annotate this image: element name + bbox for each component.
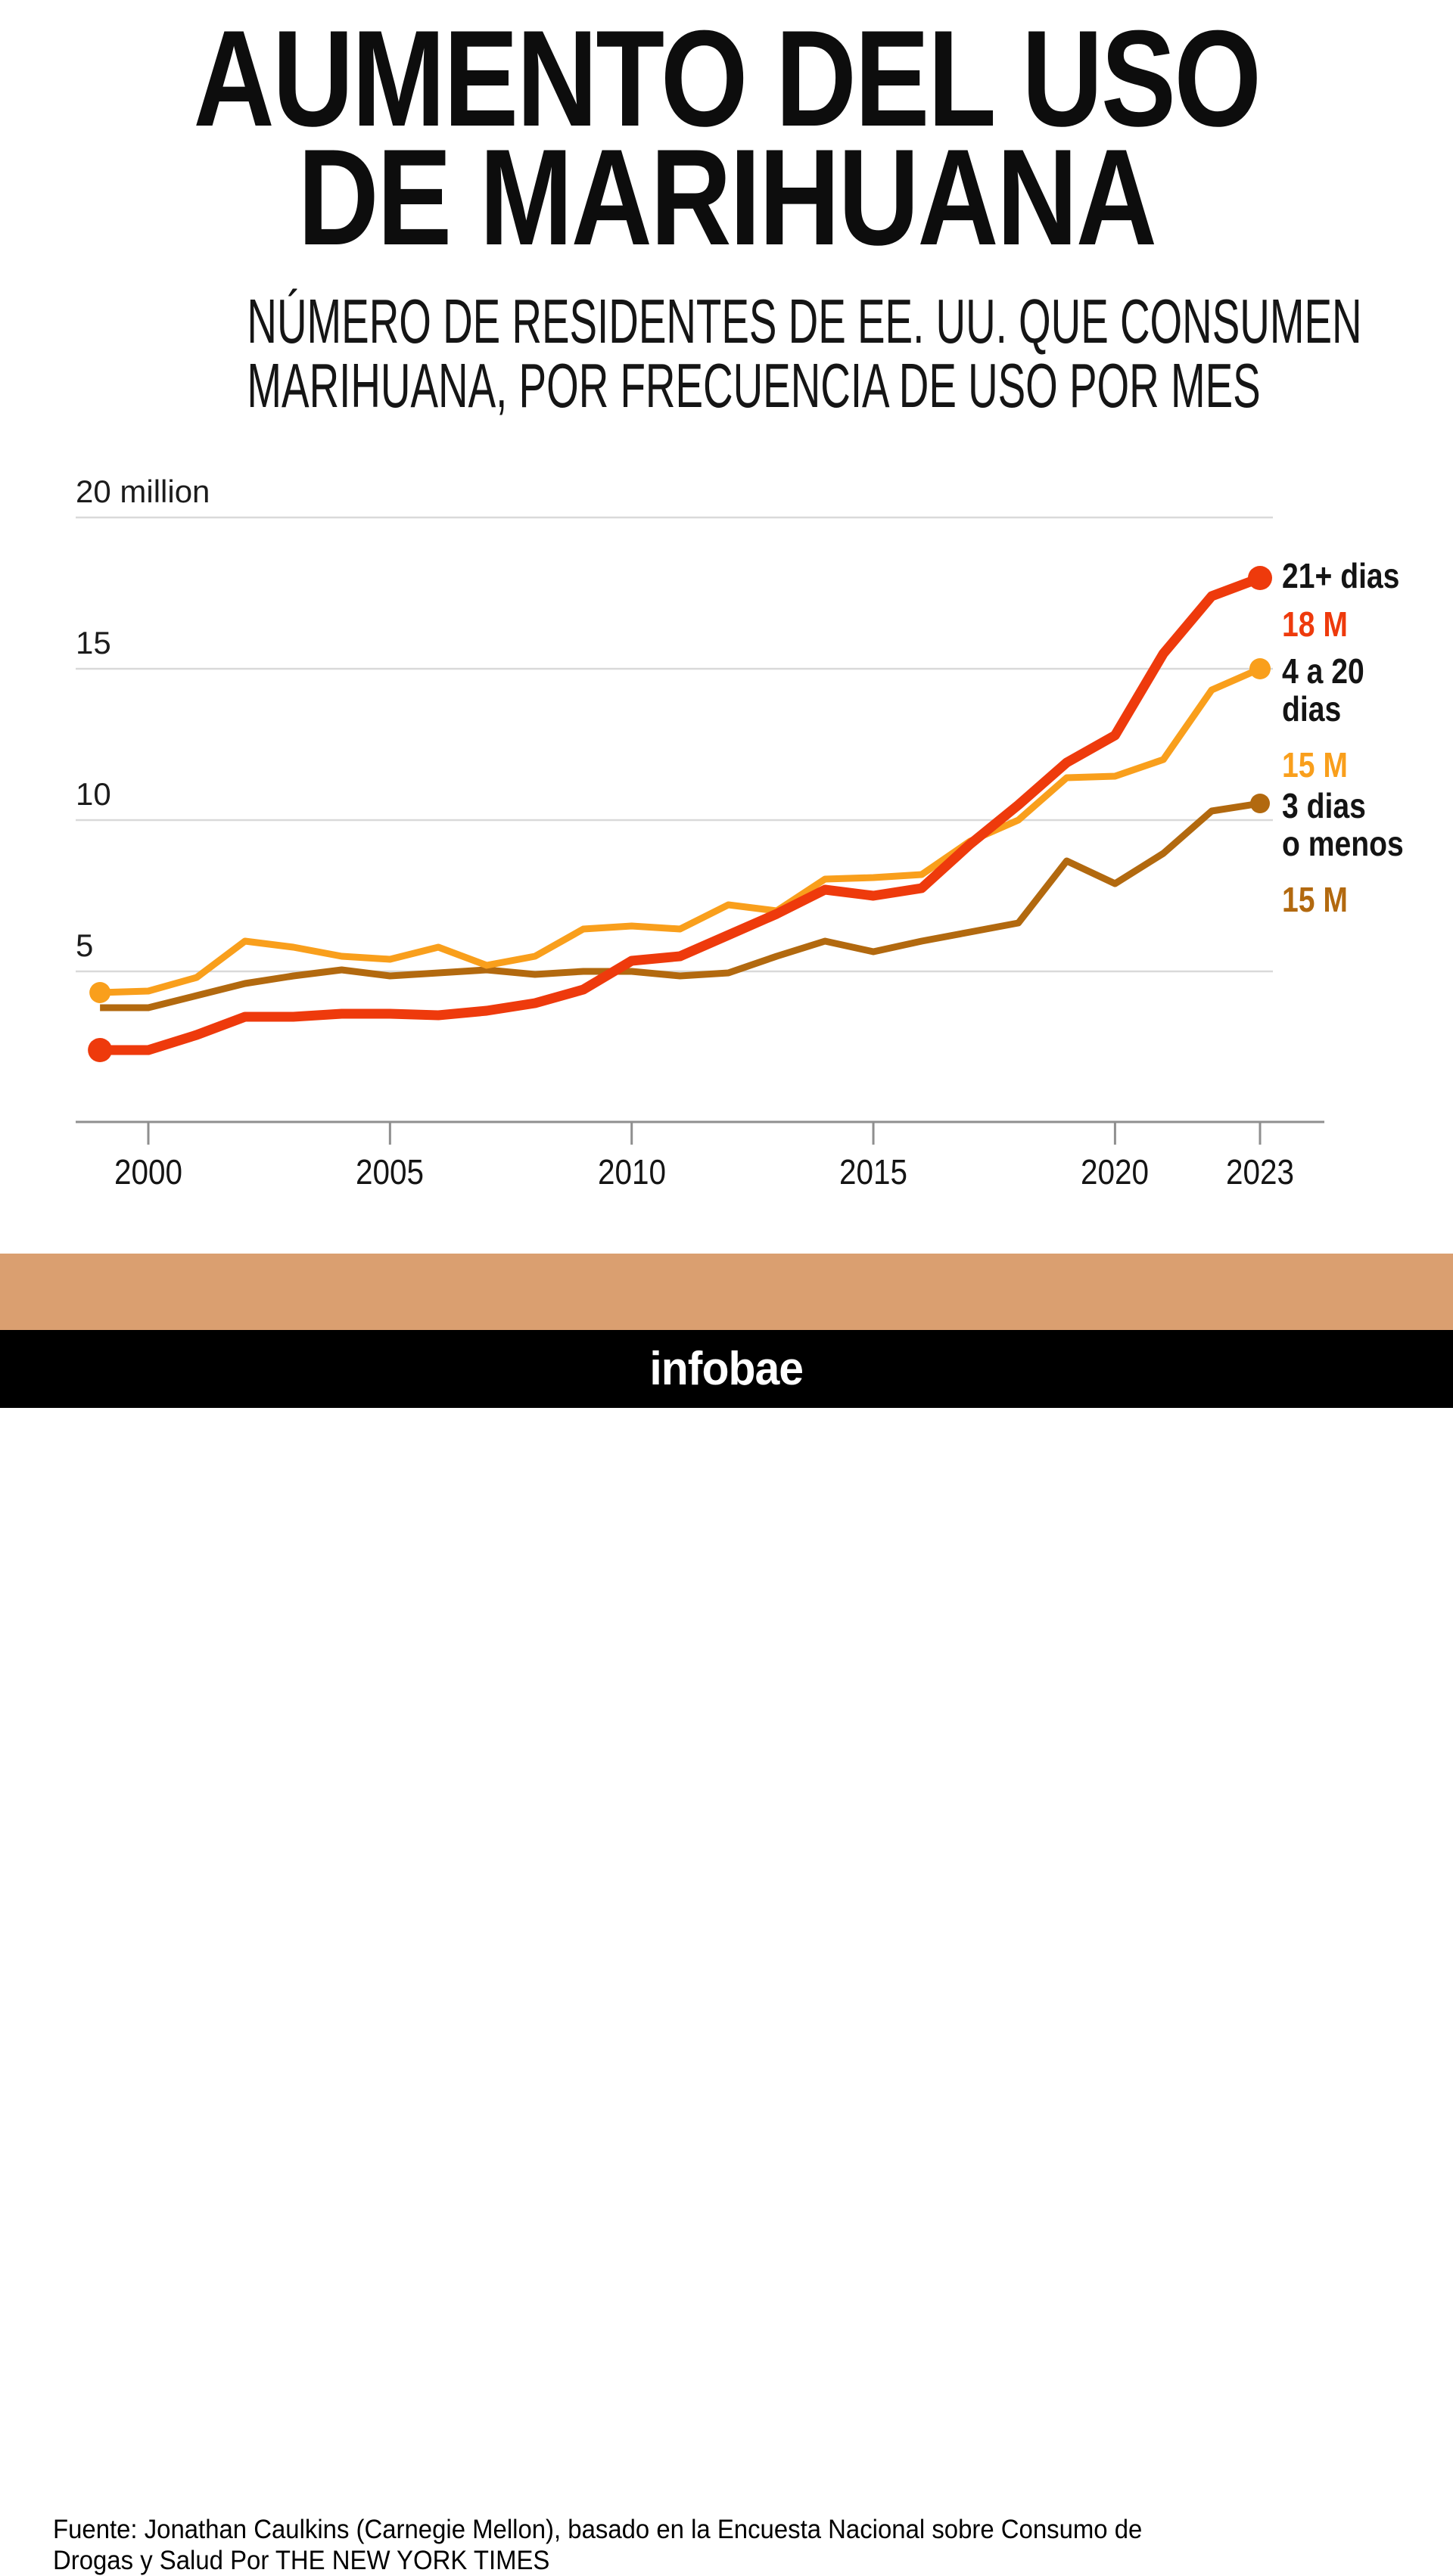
x-axis-label-2005: 2005: [356, 1152, 425, 1192]
series-line-21-dias: [100, 573, 1262, 1055]
y-axis-label-5m: 5: [76, 928, 94, 963]
series-end-dot-3-dias-o-menos: [1250, 794, 1270, 813]
source-band: Fuente: Jonathan Caulkins (Carnegie Mell…: [0, 1254, 1453, 2575]
x-axis-label-2000: 2000: [114, 1152, 183, 1192]
series-end-dot-4-a-20-dias: [1249, 658, 1271, 679]
legend-value-4-a-20-dias: 15 M: [1282, 745, 1348, 785]
x-axis-label-2010: 2010: [597, 1152, 666, 1192]
page-title-line1: AUMENTO DEL USO: [193, 2, 1262, 155]
series-end-dot-21-dias: [1248, 566, 1272, 590]
x-axis-label-2020: 2020: [1081, 1152, 1150, 1192]
y-axis-label-10m: 10: [76, 776, 111, 812]
x-axis-label-2023: 2023: [1225, 1152, 1295, 1192]
infobae-logo: infobae: [649, 1343, 804, 1395]
page-subtitle-line2: MARIHUANA, POR FRECUENCIA DE USO POR MES: [247, 350, 1261, 421]
legend-label-4-a-20-dias: 4 a 20 dias: [1282, 651, 1364, 729]
series-start-dot-21-dias: [88, 1038, 113, 1062]
brand-band: infobae: [0, 1330, 1453, 1408]
page-title: AUMENTO DEL USO DE MARIHUANA: [131, 2, 1322, 274]
page-title-line2: DE MARIHUANA: [297, 121, 1157, 274]
chart-svg: [76, 516, 1324, 1145]
legend-label-21-dias: 21+ dias: [1282, 556, 1400, 595]
source-text: Fuente: Jonathan Caulkins (Carnegie Mell…: [53, 2514, 1142, 2576]
series-start-dot-4-a-20-dias: [89, 982, 111, 1003]
source-text-line1: Fuente: Jonathan Caulkins (Carnegie Mell…: [53, 2515, 1143, 2544]
source-text-line2: Drogas y Salud Por THE NEW YORK TIMES: [53, 2546, 550, 2575]
x-axis-label-2015: 2015: [839, 1152, 908, 1192]
legend-value-21-dias: 18 M: [1282, 604, 1348, 644]
legend-label-3-dias-o-menos: 3 dias o menos: [1282, 786, 1404, 863]
y-axis-label-15m: 15: [76, 625, 111, 660]
series-line-3-dias-o-menos: [100, 800, 1261, 1011]
legend-value-3-dias-o-menos: 15 M: [1282, 880, 1348, 919]
page-subtitle-line1: NÚMERO DE RESIDENTES DE EE. UU. QUE CONS…: [247, 286, 1362, 356]
series-line-4-a-20-dias: [99, 665, 1262, 996]
y-axis-label-20m: 20 million: [76, 474, 210, 509]
page-subtitle: NÚMERO DE RESIDENTES DE EE. UU. QUE CONS…: [247, 286, 1362, 421]
